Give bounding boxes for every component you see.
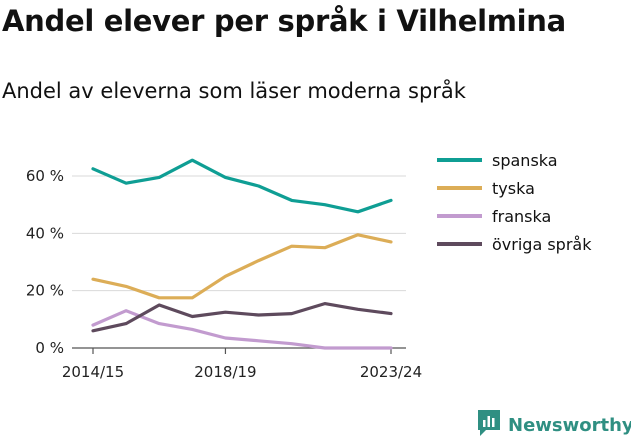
chart-subtitle: Andel av eleverna som läser moderna språ… [2,79,466,103]
y-tick-label: 20 % [26,282,64,300]
series-line-franska [91,309,393,350]
series-line-övriga-språk [91,302,393,333]
series-line-spanska [91,158,393,214]
x-tick-label: 2018/19 [194,363,256,381]
legend-label: övriga språk [492,235,592,254]
newsworthy-logo-text: Newsworthy [508,414,631,436]
y-tick-label: 40 % [26,224,64,242]
x-tick-label: 2023/24 [360,363,422,381]
legend-label: franska [492,207,551,226]
x-tick-label: 2014/15 [62,363,124,381]
y-tick-label: 0 % [35,339,64,357]
y-tick-label: 60 % [26,167,64,185]
chart-title: Andel elever per språk i Vilhelmina [2,4,566,38]
series-line-tyska [91,233,393,300]
legend-label: spanska [492,151,558,170]
newsworthy-logo-icon [476,408,502,442]
legend-label: tyska [492,179,535,198]
newsworthy-logo: Newsworthy [476,408,631,442]
